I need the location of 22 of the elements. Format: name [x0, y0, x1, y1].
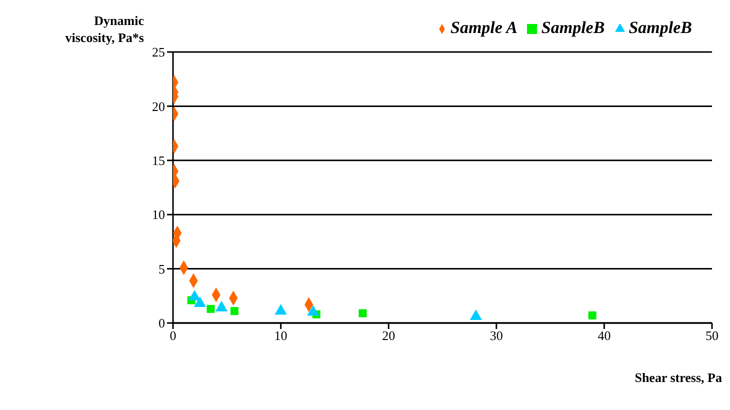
point	[274, 304, 287, 315]
x-tick-label: 30	[490, 328, 503, 344]
legend-label: SampleB	[628, 18, 692, 37]
point	[588, 311, 596, 320]
x-tick-label: 0	[170, 328, 176, 344]
point	[230, 307, 238, 316]
x-axis-title: Shear stress, Pa	[634, 370, 722, 386]
legend-label: Sample A	[450, 18, 518, 37]
y-tick-label: 20	[152, 98, 165, 114]
point	[206, 304, 215, 313]
y-tick-label: 25	[152, 44, 165, 60]
y-tick-label: 15	[152, 153, 165, 168]
y-tick-label: 0	[158, 316, 165, 331]
x-tick-label: 50	[706, 328, 718, 344]
legend-label: SampleB	[541, 18, 605, 37]
x-tick-label: 20	[382, 328, 396, 344]
point	[358, 309, 367, 318]
x-tick-label: 40	[598, 328, 611, 344]
x-tick-label: 10	[274, 328, 288, 344]
y-tick-label: 10	[152, 207, 165, 222]
y-tick-label: 5	[158, 261, 165, 276]
y-axis-title: Dynamic viscosity, Pa*s	[64, 12, 144, 46]
